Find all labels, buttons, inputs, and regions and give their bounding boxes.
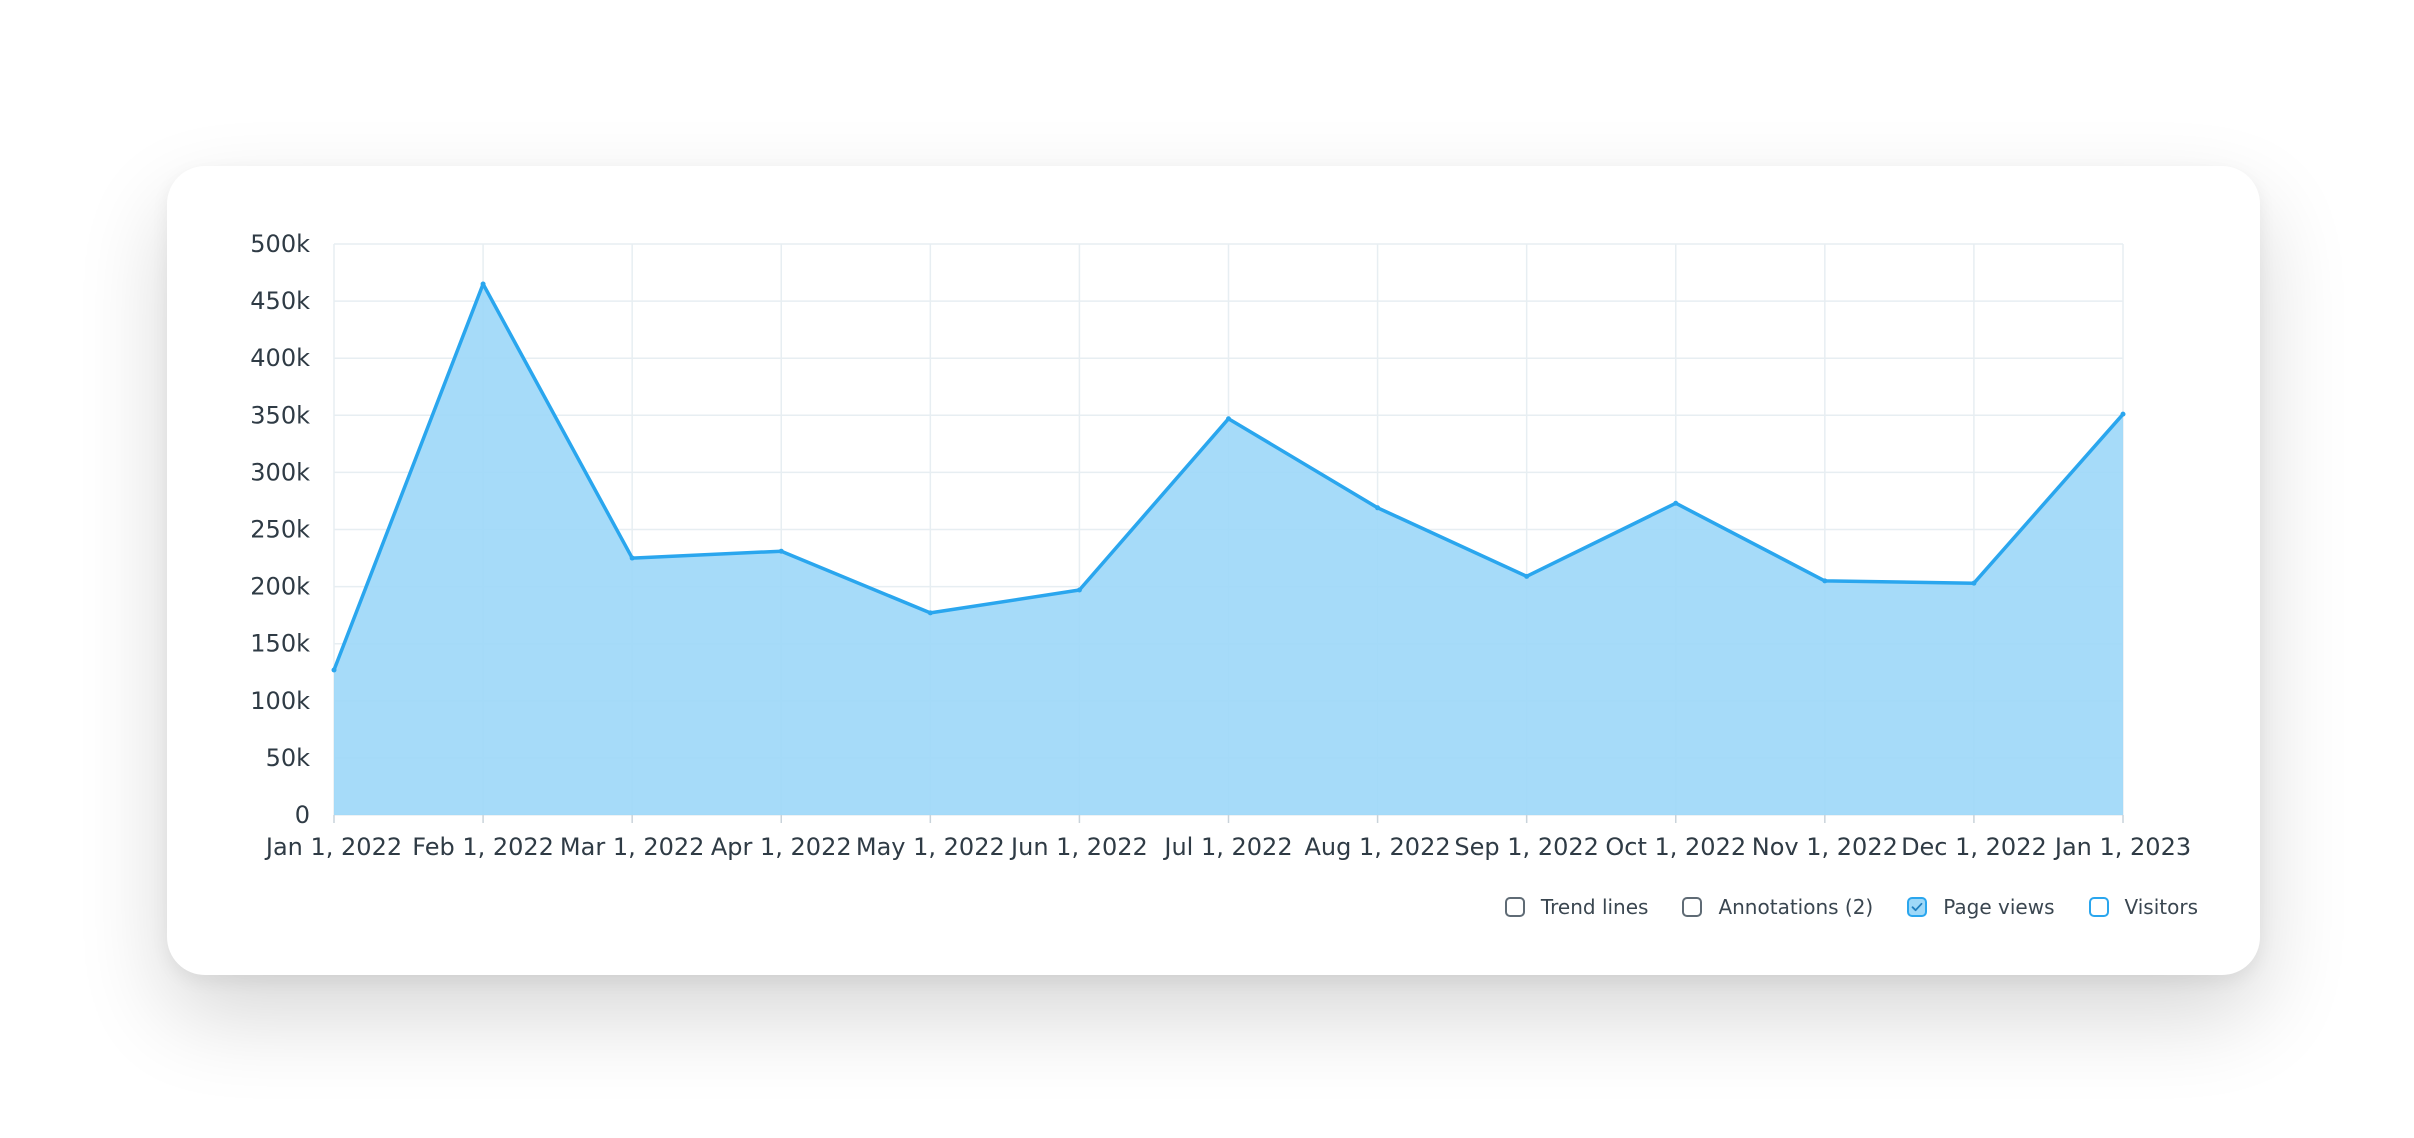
legend-item-trend-lines[interactable]: Trend lines [1504,895,1649,919]
series-area [334,284,2123,815]
legend-label: Visitors [2124,895,2199,919]
legend-label: Annotations (2) [1718,895,1874,919]
checkmark-icon [1911,902,1923,912]
x-tick-label: Aug 1, 2022 [1305,833,1451,861]
y-tick-label: 400k [250,344,310,372]
x-tick-label: Oct 1, 2022 [1605,833,1746,861]
x-tick-label: Mar 1, 2022 [560,833,705,861]
y-tick-label: 0 [295,801,310,829]
data-point[interactable] [2120,411,2126,417]
data-point[interactable] [1822,578,1828,584]
data-point[interactable] [927,610,933,616]
data-point[interactable] [480,281,486,287]
area-chart: 0 50k 100k 150k 200k 250k 300k 350k 400k 450k 500k… [250,230,2191,861]
data-point[interactable] [1226,416,1231,422]
data-point[interactable] [1076,587,1082,593]
x-tick-label: Apr 1, 2022 [711,833,852,861]
visitors-checkbox[interactable] [2088,897,2109,917]
y-tick-label: 200k [250,573,310,601]
trend-lines-checkbox[interactable] [1504,897,1525,917]
y-tick-label: 50k [266,744,311,772]
legend-item-visitors[interactable]: Visitors [2088,895,2199,919]
x-tick-label: Feb 1, 2022 [412,833,554,861]
data-point[interactable] [1524,573,1530,579]
y-axis-ticks: 0 50k 100k 150k 200k 250k 300k 350k 400k 450k 500k [250,230,310,829]
chart-card: 0 50k 100k 150k 200k 250k 300k 350k 400k 450k 500k… [167,166,2260,975]
y-tick-label: 500k [250,230,310,258]
x-tick-label: Dec 1, 2022 [1901,833,2047,861]
x-tick-label: Jan 1, 2022 [264,833,402,861]
page-views-checkbox[interactable] [1907,897,1928,917]
legend-label: Trend lines [1540,895,1649,919]
x-tick-label: Nov 1, 2022 [1752,833,1898,861]
x-axis-ticks: Jan 1, 2022 Feb 1, 2022 Mar 1, 2022 Apr 1, … [264,815,2191,861]
x-tick-label: Jan 1, 2023 [2053,833,2191,861]
y-tick-label: 250k [250,516,310,544]
annotations-checkbox[interactable] [1682,897,1703,917]
data-point[interactable] [629,555,635,561]
legend-item-page-views[interactable]: Page views [1907,895,2055,919]
y-tick-label: 450k [250,287,310,315]
area-layer [331,281,2126,815]
data-point[interactable] [1673,500,1679,506]
data-point[interactable] [331,667,337,673]
data-point[interactable] [1375,505,1381,511]
x-tick-label: Jun 1, 2022 [1009,833,1148,861]
y-tick-label: 150k [250,630,310,658]
data-point[interactable] [778,548,784,554]
legend-label: Page views [1943,895,2055,919]
y-tick-label: 100k [250,687,310,715]
data-point[interactable] [1971,580,1977,586]
legend: Trend lines Annotations (2) Page views V… [1504,890,2199,924]
x-tick-label: Jul 1, 2022 [1162,833,1292,861]
x-tick-label: May 1, 2022 [856,833,1005,861]
legend-item-annotations[interactable]: Annotations (2) [1682,895,1873,919]
y-tick-label: 350k [250,401,310,429]
x-tick-label: Sep 1, 2022 [1454,833,1598,861]
y-tick-label: 300k [250,458,310,486]
